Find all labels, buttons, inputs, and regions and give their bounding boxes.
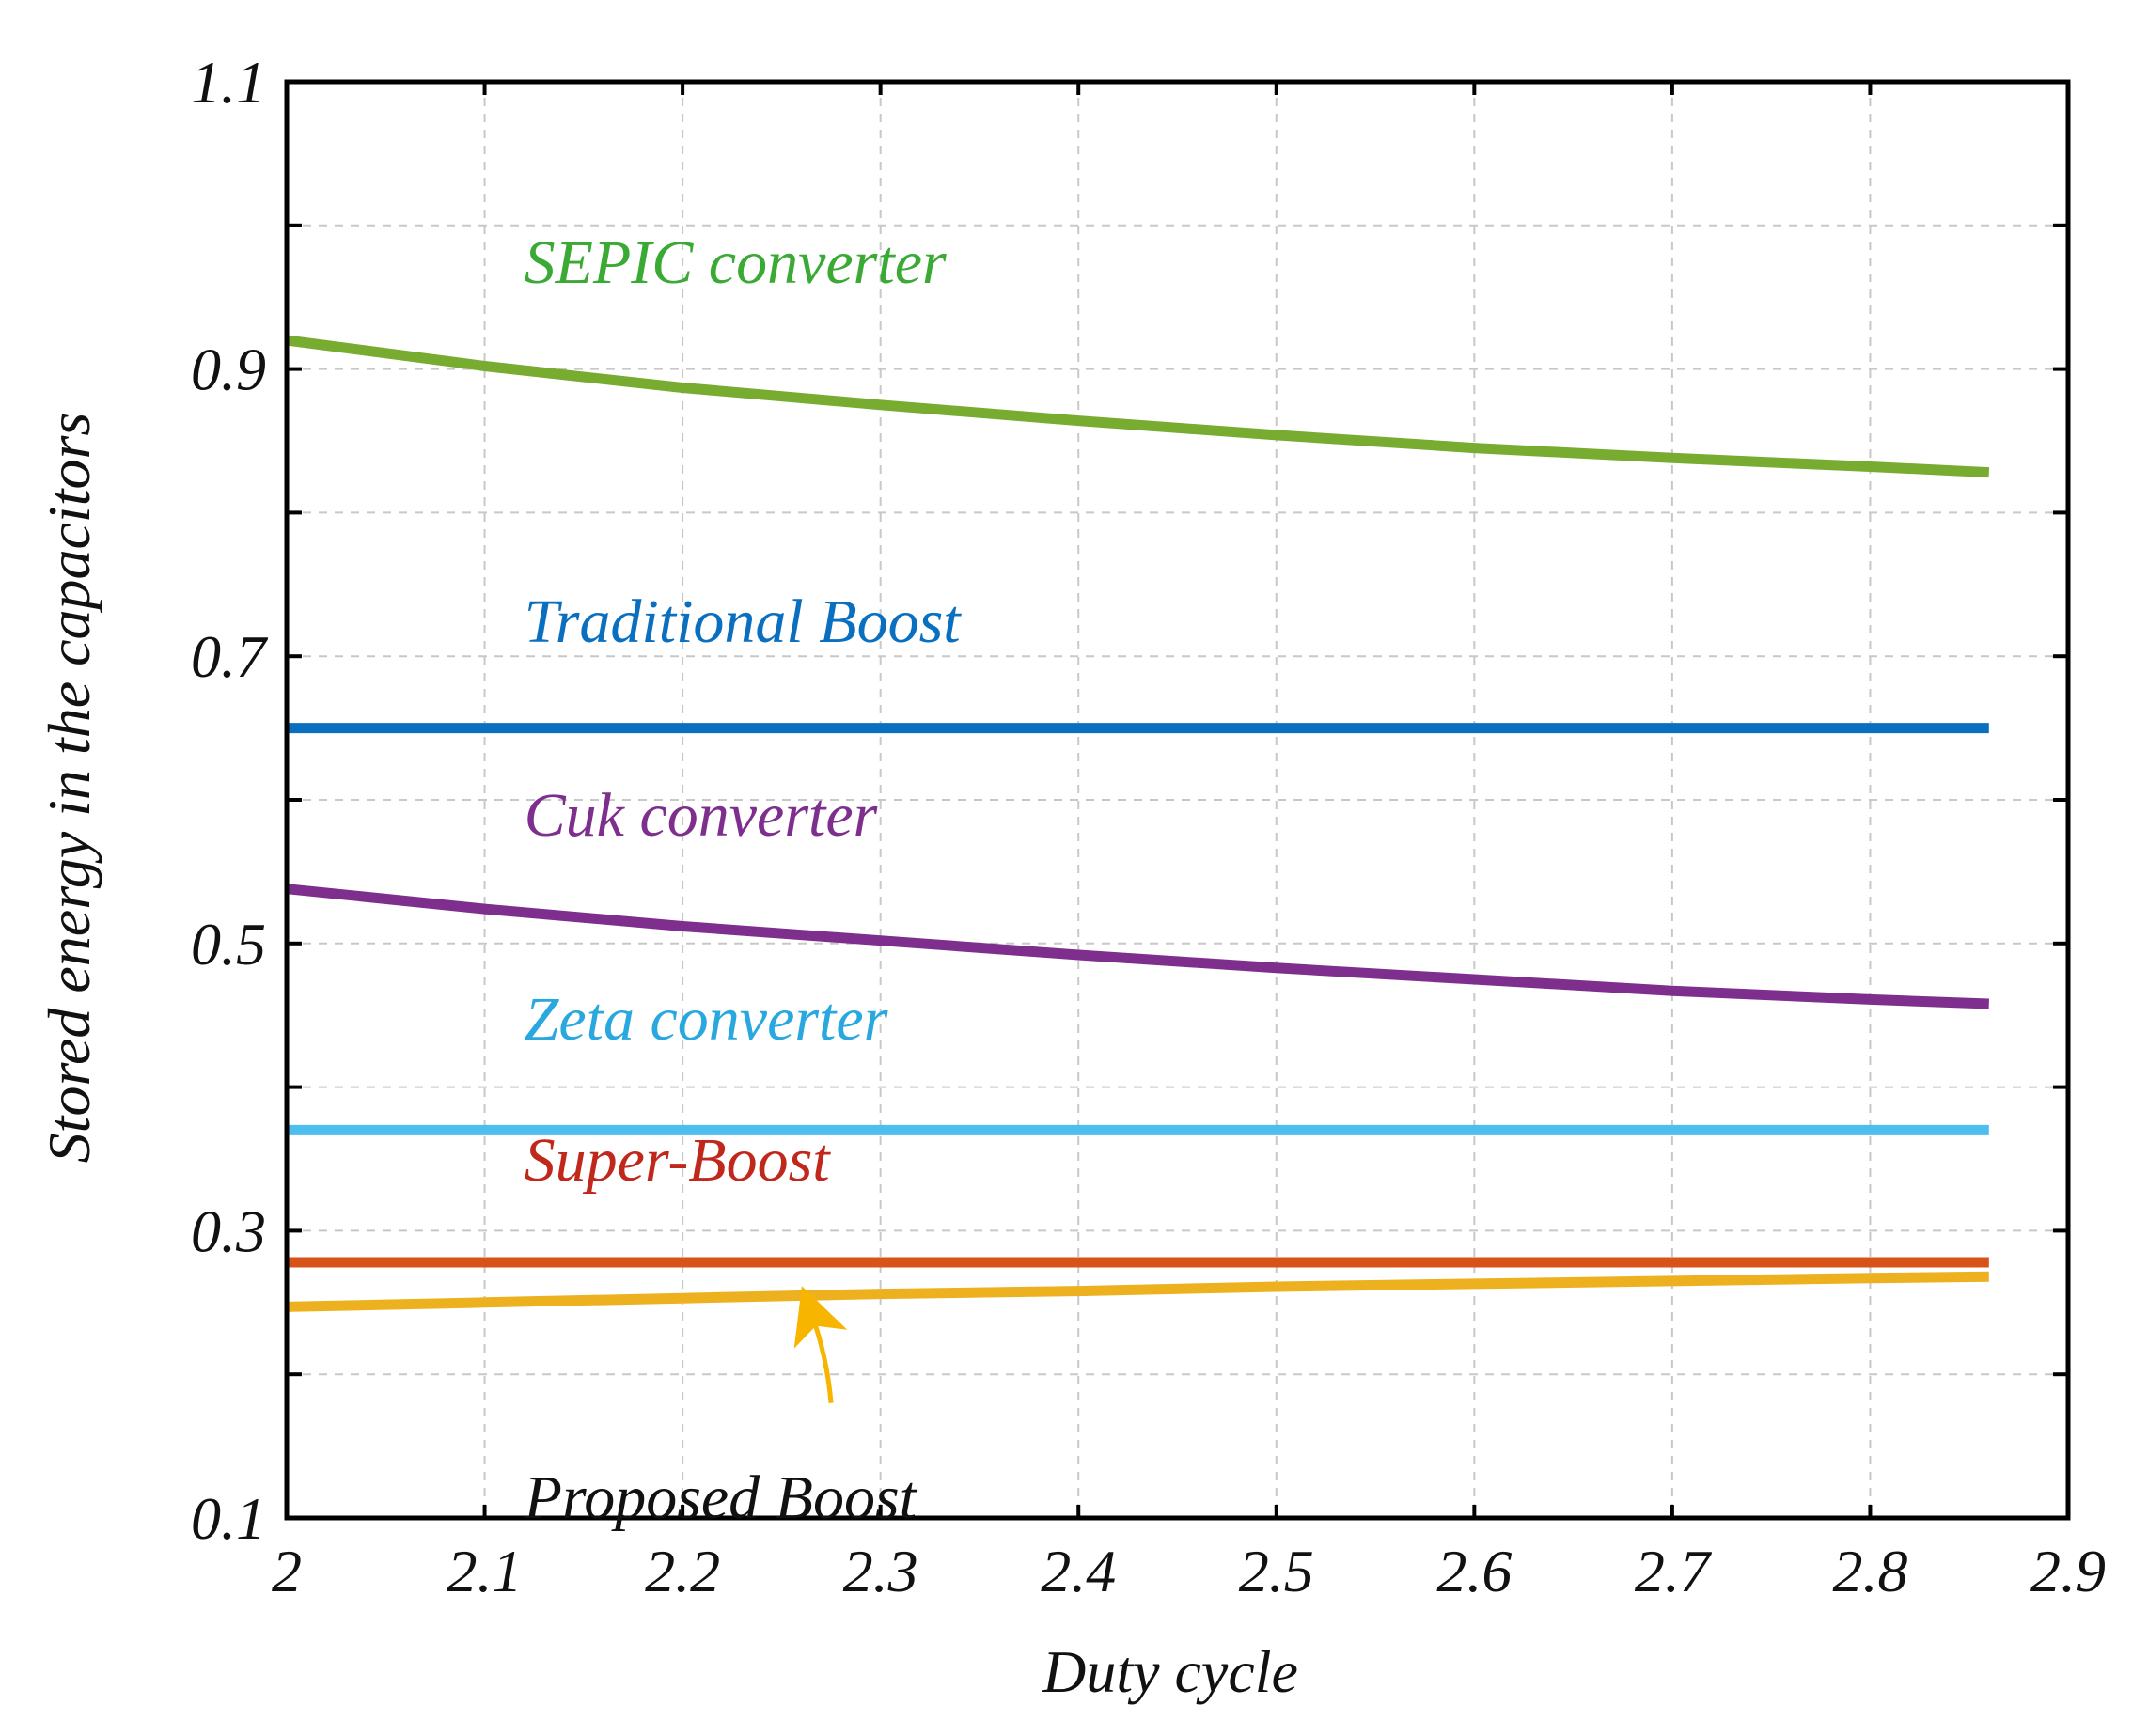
x-tick-label: 2.6 xyxy=(1436,1538,1512,1604)
x-tick-label: 2.7 xyxy=(1635,1538,1713,1604)
y-tick-label: 0.7 xyxy=(191,623,269,690)
x-tick-label: 2.1 xyxy=(447,1538,523,1604)
y-tick-label: 1.1 xyxy=(191,49,266,116)
series-line-proposed-boost xyxy=(286,1271,1989,1312)
series-label-traditional-boost: Traditional Boost xyxy=(525,587,963,656)
series-layer xyxy=(286,335,1990,1312)
x-tick-label: 2 xyxy=(272,1538,302,1604)
series-line-cuk-converter xyxy=(286,884,1990,1009)
x-tick-label: 2.5 xyxy=(1239,1538,1314,1604)
series-label-cuk-converter: Cuk converter xyxy=(525,781,878,850)
ticks: 2 2.1 2.2 2.3 2.4 2.5 2.6 2.7 2.8 2.9 0.1 0.3 0.5 0.7… xyxy=(191,49,2106,1604)
x-axis-title: Duty cycle xyxy=(1042,1638,1298,1705)
x-tick-label: 2.4 xyxy=(1041,1538,1116,1604)
series-label-sepic-converter: SEPIC converter xyxy=(525,228,947,297)
series-label-proposed-boost: Proposed Boost xyxy=(524,1463,918,1532)
series-label-super-boost: Super-Boost xyxy=(525,1126,832,1195)
annotation-arrow xyxy=(793,1286,848,1403)
y-axis-title: Stored energy in the capacitors xyxy=(36,413,102,1164)
y-tick-label: 0.3 xyxy=(191,1197,266,1264)
y-tick-label: 0.1 xyxy=(191,1485,266,1552)
y-tick-label: 0.5 xyxy=(191,911,266,977)
x-tick-label: 2.2 xyxy=(645,1538,720,1604)
annotations: SEPIC converter Traditional Boost Cuk conv… xyxy=(524,228,963,1532)
series-line-sepic-converter xyxy=(286,335,1990,478)
x-tick-label: 2.8 xyxy=(1832,1538,1907,1604)
y-tick-label: 0.9 xyxy=(191,336,266,403)
series-label-zeta-converter: Zeta converter xyxy=(525,985,888,1054)
x-tick-label: 2.9 xyxy=(2030,1538,2106,1604)
x-tick-label: 2.3 xyxy=(843,1538,918,1604)
